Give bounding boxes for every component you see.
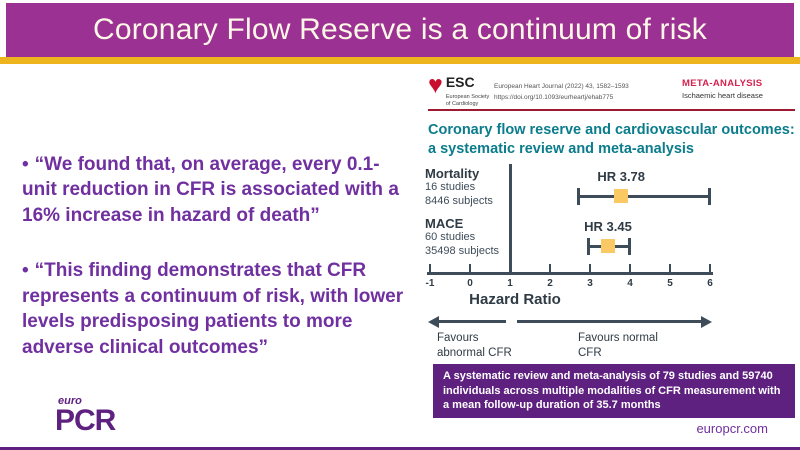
favours-right-line2: CFR — [578, 346, 602, 359]
favours-abnormal-label: Favours abnormal CFR — [437, 331, 512, 361]
reference-line — [509, 164, 512, 272]
hr-value-label: HR 3.78 — [597, 169, 646, 184]
series-subjects: 35498 subjects — [425, 244, 499, 257]
favours-normal-label: Favours normal CFR — [578, 331, 658, 361]
series-studies: 16 studies — [425, 181, 476, 193]
x-axis-tick — [469, 264, 471, 272]
website-url: europcr.com — [696, 421, 768, 436]
quote-list: • “We found that, on average, every 0.1-u… — [22, 152, 414, 360]
x-axis-tick-label: 2 — [547, 278, 553, 289]
x-axis-tick-label: -1 — [425, 278, 435, 289]
category-label: META-ANALYSIS — [682, 78, 763, 89]
esc-abbreviation: ESC — [445, 74, 475, 90]
series-group-mace: MACE 60 studies 35498 subjects — [425, 216, 525, 259]
x-axis-tick — [589, 264, 591, 272]
ci-cap-low — [577, 188, 580, 205]
bottom-accent-bar — [0, 447, 800, 450]
quote-item: • “This finding demonstrates that CFR rep… — [22, 258, 414, 360]
ci-cap-high — [708, 188, 711, 205]
accent-divider — [0, 57, 800, 64]
esc-logo-text: ESC European Society of Cardiology — [446, 74, 489, 109]
favours-right-line1: Favours normal — [578, 332, 658, 344]
citation-doi: https://doi.org/10.1093/eurheartj/ehab77… — [494, 94, 614, 102]
esc-logo: ESC European Society of Cardiology — [428, 74, 489, 109]
x-axis-title: Hazard Ratio — [469, 291, 561, 308]
series-subjects: 8446 subjects — [425, 194, 493, 207]
journal-citation: European Heart Journal (2022) 43, 1582–1… — [494, 81, 629, 103]
logo-euro-text: euro — [58, 395, 82, 407]
x-axis-tick-label: 5 — [667, 278, 673, 289]
x-axis-tick — [709, 264, 711, 272]
ci-bar — [578, 195, 710, 198]
favours-left-line1: Favours — [437, 332, 479, 344]
x-axis-tick — [549, 264, 551, 272]
series-group-mortality: Mortality 16 studies 8446 subjects — [425, 166, 525, 209]
series-name: Mortality — [425, 166, 480, 181]
category-subtopic: Ischaemic heart disease — [682, 91, 763, 100]
ci-cap-high — [628, 238, 631, 255]
series-studies: 60 studies — [425, 231, 476, 243]
quote-item: • “We found that, on average, every 0.1-u… — [22, 152, 414, 228]
favours-left-arrow — [438, 320, 506, 323]
x-axis-tick — [629, 264, 631, 272]
page-title: Coronary Flow Reserve is a continuum of … — [92, 13, 707, 46]
x-axis-line — [427, 272, 713, 275]
esc-society-line1: European Society — [445, 94, 490, 100]
bullet-icon: • — [22, 260, 29, 282]
quote-text: “This finding demonstrates that CFR repr… — [22, 260, 404, 358]
article-title: Coronary flow reserve and cardiovascular… — [428, 122, 795, 157]
bullet-icon: • — [22, 154, 29, 175]
point-estimate-marker — [601, 239, 615, 253]
x-axis-tick-label: 6 — [707, 278, 713, 289]
esc-society-name: European Society of Cardiology — [446, 94, 489, 109]
favours-right-arrow — [517, 320, 702, 323]
series-name: MACE — [425, 216, 464, 231]
forest-plot: Mortality 16 studies 8446 subjects MACE … — [425, 164, 725, 294]
quote-text: “We found that, on average, every 0.1-un… — [22, 154, 399, 226]
x-axis-tick — [669, 264, 671, 272]
ci-cap-low — [587, 238, 590, 255]
favours-left-line2: abnormal CFR — [437, 346, 512, 359]
x-axis-tick-label: 3 — [587, 278, 593, 289]
header-banner: Coronary Flow Reserve is a continuum of … — [6, 3, 794, 57]
journal-header-rule — [428, 109, 795, 111]
citation-reference: European Heart Journal (2022) 43, 1582–1… — [494, 83, 629, 90]
heart-icon — [428, 74, 443, 96]
x-axis-tick-label: 1 — [507, 278, 513, 289]
summary-box: A systematic review and meta-analysis of… — [433, 364, 795, 418]
favours-right-arrowhead-icon — [701, 315, 712, 328]
x-axis-tick-label: 0 — [467, 278, 473, 289]
x-axis-tick — [429, 264, 431, 272]
logo-pcr-text: PCR — [55, 404, 116, 437]
hr-value-label: HR 3.45 — [584, 219, 632, 234]
favours-left-arrowhead-icon — [428, 315, 439, 328]
point-estimate-marker — [614, 189, 629, 203]
europcr-logo: euro PCR — [55, 395, 116, 437]
esc-society-line2: of Cardiology — [445, 101, 479, 108]
article-category: META-ANALYSIS Ischaemic heart disease — [682, 78, 763, 100]
x-axis-tick-label: 4 — [627, 278, 633, 289]
